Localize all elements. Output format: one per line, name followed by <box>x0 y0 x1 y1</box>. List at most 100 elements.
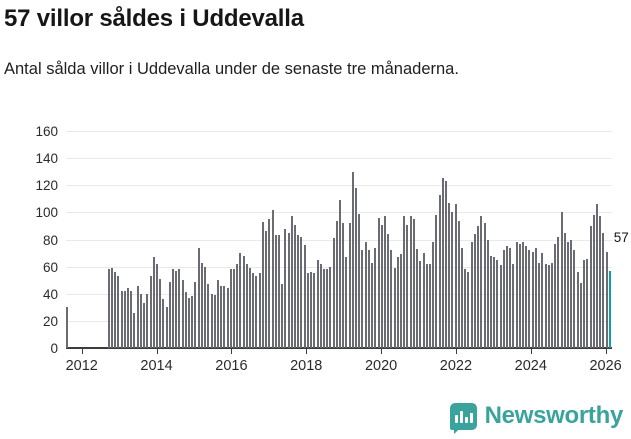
bar[interactable] <box>342 223 345 348</box>
bar[interactable] <box>303 244 306 348</box>
bar[interactable] <box>159 278 162 348</box>
bar[interactable] <box>473 234 476 348</box>
bar[interactable] <box>210 293 213 348</box>
bar[interactable] <box>306 273 309 348</box>
bar[interactable] <box>127 288 130 348</box>
bar[interactable] <box>271 209 274 348</box>
bar[interactable] <box>245 263 248 348</box>
bar[interactable] <box>233 269 235 348</box>
bar[interactable] <box>528 250 531 348</box>
bar[interactable] <box>400 254 403 348</box>
bar[interactable] <box>181 280 184 348</box>
bar[interactable] <box>194 281 197 348</box>
bar[interactable] <box>143 303 146 348</box>
bar[interactable] <box>361 250 364 348</box>
bar[interactable] <box>261 221 264 348</box>
bar[interactable] <box>464 269 467 348</box>
bar[interactable] <box>512 263 515 348</box>
bar[interactable] <box>178 269 181 348</box>
bar[interactable] <box>502 250 505 348</box>
bar[interactable] <box>461 247 464 348</box>
bar[interactable] <box>310 272 313 348</box>
bar[interactable] <box>319 263 322 348</box>
bar[interactable] <box>274 235 277 348</box>
bar[interactable] <box>139 293 142 348</box>
bar[interactable] <box>605 251 608 348</box>
bar[interactable] <box>377 217 380 348</box>
bar[interactable] <box>168 281 171 348</box>
bar[interactable] <box>538 262 541 348</box>
bar[interactable] <box>335 220 338 348</box>
bar[interactable] <box>364 242 367 348</box>
bar[interactable] <box>390 250 393 348</box>
bar[interactable] <box>467 272 470 348</box>
bar[interactable] <box>133 312 136 348</box>
bar[interactable] <box>428 263 431 348</box>
bar[interactable] <box>518 243 521 348</box>
bar[interactable] <box>387 234 390 348</box>
bar[interactable] <box>322 269 325 348</box>
newsworthy-logo[interactable]: Newsworthy <box>449 402 623 430</box>
bar[interactable] <box>567 242 570 348</box>
bar[interactable] <box>515 242 518 348</box>
bar[interactable] <box>403 216 406 348</box>
bar[interactable] <box>358 213 361 348</box>
bar[interactable] <box>110 267 113 348</box>
bar[interactable] <box>432 242 435 348</box>
bar[interactable] <box>329 266 332 348</box>
bar[interactable] <box>477 225 480 348</box>
bar[interactable] <box>351 171 354 348</box>
bar[interactable] <box>499 265 502 348</box>
bar[interactable] <box>416 249 419 348</box>
bar[interactable] <box>525 246 528 348</box>
bar[interactable] <box>117 276 120 348</box>
bar[interactable] <box>220 285 223 348</box>
bar[interactable] <box>383 216 386 348</box>
bar[interactable] <box>560 212 563 348</box>
bar[interactable] <box>165 307 168 348</box>
bar[interactable] <box>486 239 489 348</box>
bar[interactable] <box>242 255 245 348</box>
bar[interactable] <box>441 178 444 348</box>
bar[interactable] <box>355 187 358 348</box>
bar[interactable] <box>570 239 573 348</box>
bar[interactable] <box>316 259 319 348</box>
bar[interactable] <box>457 220 460 348</box>
bar[interactable] <box>367 250 370 348</box>
bar[interactable] <box>339 200 341 348</box>
bar[interactable] <box>175 270 178 348</box>
bar[interactable] <box>470 242 473 348</box>
bar[interactable] <box>300 236 303 348</box>
bar[interactable] <box>229 269 232 348</box>
bar[interactable] <box>435 215 438 348</box>
bar[interactable] <box>107 269 110 348</box>
bar[interactable] <box>123 291 126 348</box>
bar[interactable] <box>547 265 550 348</box>
bar[interactable] <box>448 202 451 348</box>
bar[interactable] <box>258 273 261 348</box>
bar[interactable] <box>496 259 499 348</box>
bar[interactable] <box>576 272 579 348</box>
bar[interactable] <box>602 232 605 348</box>
bar[interactable] <box>155 263 158 348</box>
bar[interactable] <box>371 262 374 348</box>
bar[interactable] <box>541 253 544 348</box>
bar[interactable] <box>114 272 117 348</box>
bar[interactable] <box>599 216 602 348</box>
bar[interactable] <box>294 224 297 348</box>
bar[interactable] <box>313 273 316 348</box>
bar[interactable] <box>506 246 508 348</box>
bar[interactable] <box>255 276 258 348</box>
bar[interactable] <box>287 232 290 348</box>
bar[interactable] <box>268 219 271 348</box>
bar[interactable] <box>345 257 348 348</box>
bar[interactable] <box>489 255 492 348</box>
bar[interactable] <box>216 280 219 348</box>
bar[interactable] <box>409 216 412 348</box>
bar[interactable] <box>284 228 287 348</box>
bar[interactable] <box>595 204 598 348</box>
bar[interactable] <box>374 247 377 348</box>
bar[interactable] <box>393 267 396 348</box>
bar[interactable] <box>277 235 280 348</box>
bar[interactable] <box>281 284 284 348</box>
